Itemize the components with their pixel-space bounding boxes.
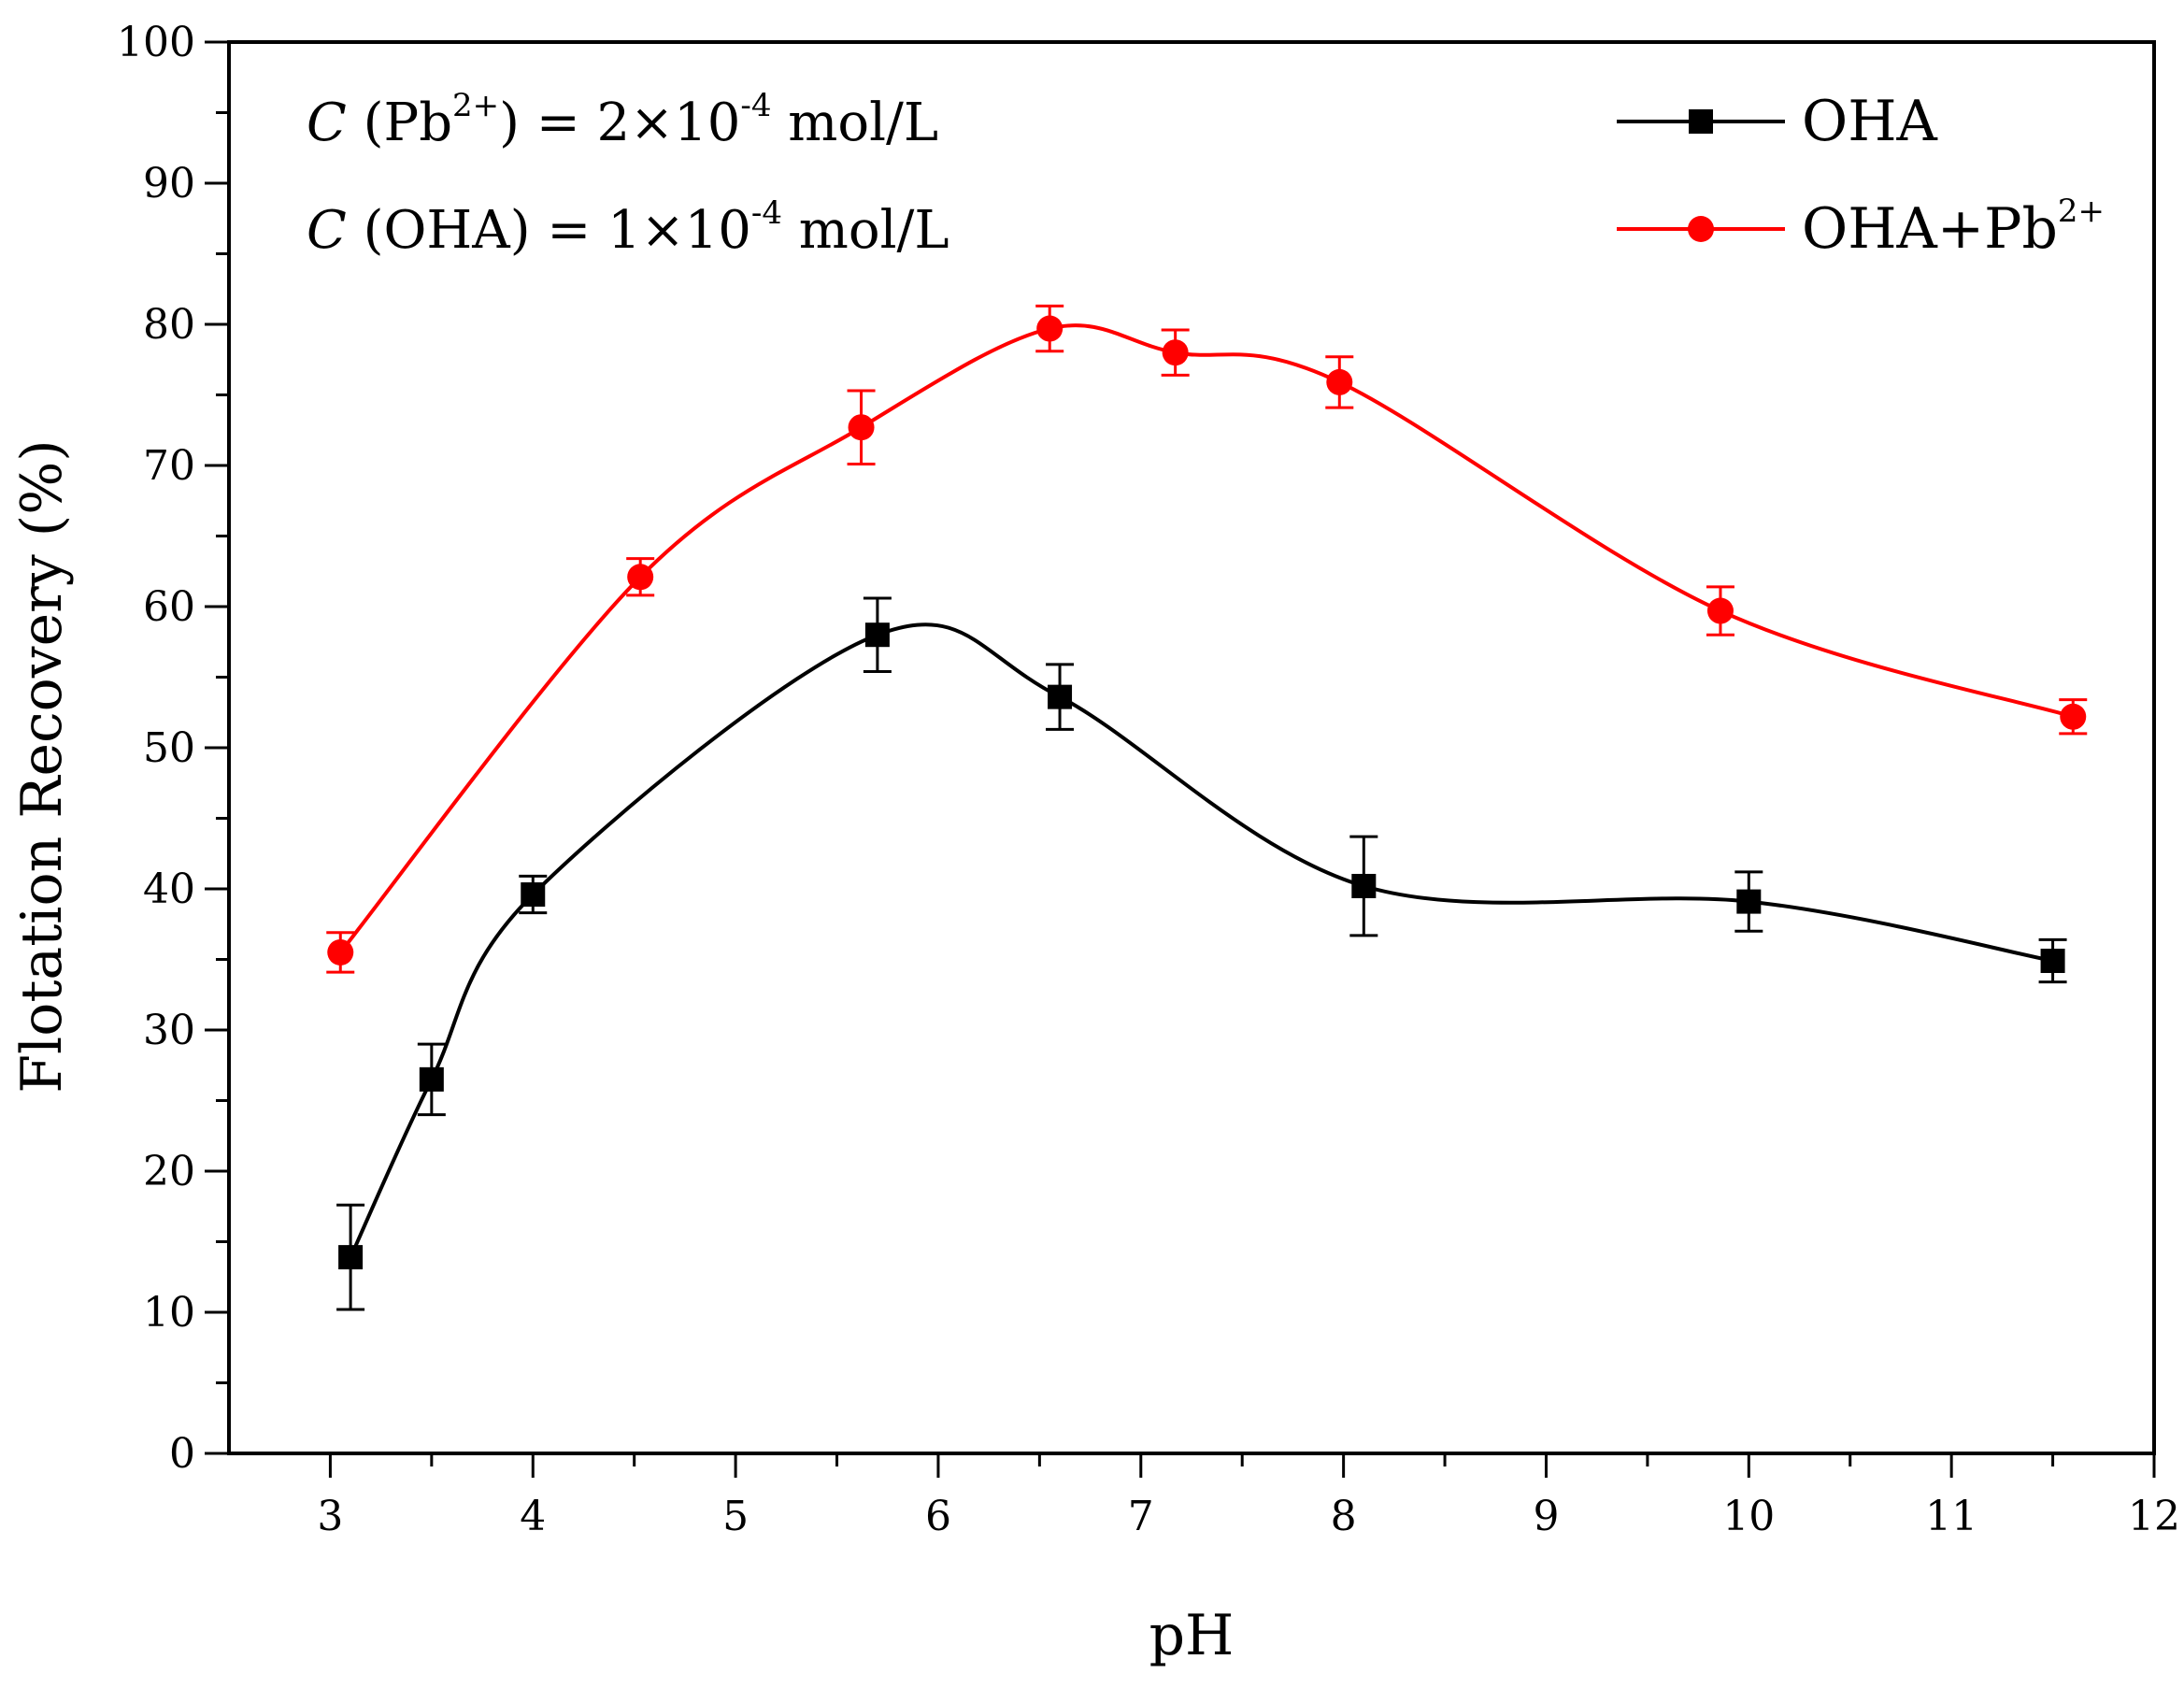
annotations: C (Pb2+) = 2×10-4 mol/L C (OHA) = 1×10-4 … xyxy=(307,87,949,261)
data-point xyxy=(1351,873,1377,898)
data-point xyxy=(1048,684,1073,709)
x-tick-label: 10 xyxy=(1722,1493,1775,1540)
data-point xyxy=(1036,315,1063,342)
x-tick-label: 8 xyxy=(1331,1493,1357,1540)
y-tick-label: 0 xyxy=(169,1430,195,1478)
data-point xyxy=(2060,703,2087,730)
x-tick-label: 9 xyxy=(1533,1493,1559,1540)
data-point xyxy=(864,622,890,648)
y-tick-label: 70 xyxy=(143,442,195,490)
y-tick-label: 50 xyxy=(143,724,195,772)
y-tick-label: 30 xyxy=(143,1007,195,1054)
x-tick-label: 12 xyxy=(2128,1493,2180,1540)
legend-label: OHA xyxy=(1802,89,1938,154)
data-point xyxy=(521,882,546,908)
annotation-text: C (OHA) = 1×10-4 mol/L xyxy=(307,194,949,261)
legend-item: OHA xyxy=(1617,89,1938,154)
annotation-text: C (Pb2+) = 2×10-4 mol/L xyxy=(307,87,938,153)
x-tick-label: 4 xyxy=(520,1493,546,1540)
series-layer xyxy=(326,304,2088,1311)
legend-marker xyxy=(1689,109,1713,134)
data-point xyxy=(1326,368,1353,395)
data-point xyxy=(1706,597,1734,624)
series-line xyxy=(349,622,2053,1258)
y-tick-label: 100 xyxy=(117,19,195,66)
data-point xyxy=(627,564,654,591)
y-tick-label: 80 xyxy=(143,301,195,349)
data-point xyxy=(2040,949,2065,974)
y-tick-label: 90 xyxy=(143,160,195,207)
series-line xyxy=(338,323,2074,954)
legend-item: OHA+Pb2+ xyxy=(1617,193,2105,262)
axis-ticks: 3 4 5 6 7 8 9 10 11 12 0 10 20 30 40 50 60 70 80 90 100 xyxy=(117,19,2180,1540)
data-point xyxy=(1162,339,1189,366)
legend-marker xyxy=(1688,216,1714,242)
x-tick-label: 3 xyxy=(317,1493,343,1540)
series-oha xyxy=(336,596,2067,1311)
x-axis-title: pH xyxy=(1149,1603,1235,1668)
data-point xyxy=(327,938,354,966)
y-tick-label: 10 xyxy=(143,1289,195,1337)
series-oha-pb xyxy=(326,304,2088,974)
y-tick-label: 20 xyxy=(143,1148,195,1195)
y-tick-label: 40 xyxy=(143,865,195,913)
data-point xyxy=(1736,889,1762,914)
y-axis-title: Flotation Recovery (%) xyxy=(9,439,75,1093)
y-tick-label: 60 xyxy=(143,583,195,631)
data-point xyxy=(338,1245,364,1270)
x-tick-label: 7 xyxy=(1128,1493,1154,1540)
x-tick-label: 5 xyxy=(722,1493,749,1540)
x-tick-label: 6 xyxy=(925,1493,951,1540)
legend: OHA OHA+Pb2+ xyxy=(1617,89,2105,262)
x-tick-label: 11 xyxy=(1925,1493,1977,1540)
legend-label: OHA+Pb2+ xyxy=(1802,193,2105,262)
data-point xyxy=(848,414,875,441)
data-point xyxy=(419,1066,444,1092)
